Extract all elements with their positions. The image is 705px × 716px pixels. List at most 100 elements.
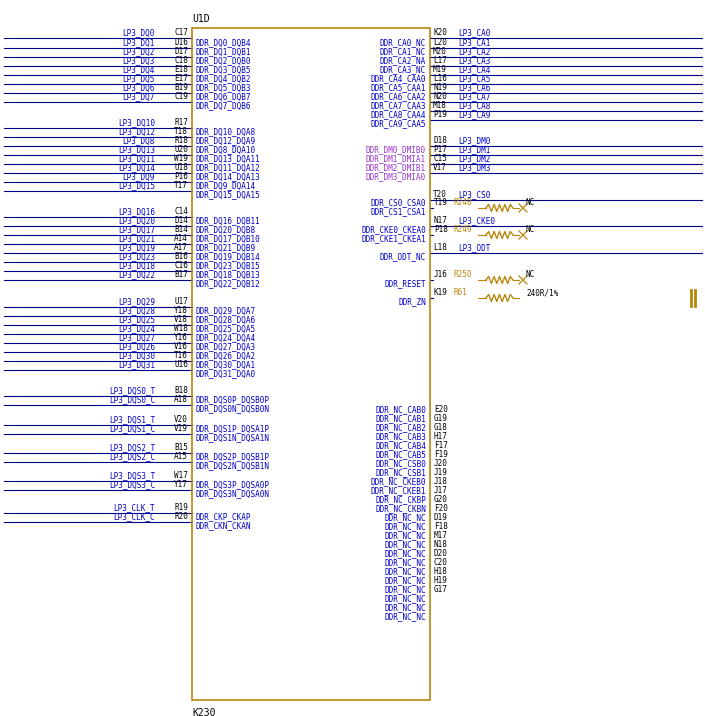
Text: LP3_CS0: LP3_CS0 <box>458 190 491 199</box>
Text: LP3_DQ3: LP3_DQ3 <box>123 56 155 65</box>
Text: C14: C14 <box>174 207 188 216</box>
Text: DDR_DQ24_DQA4: DDR_DQ24_DQA4 <box>196 333 256 342</box>
Text: T18: T18 <box>174 127 188 136</box>
Text: DDR_CKE0_CKEA0: DDR_CKE0_CKEA0 <box>361 225 426 234</box>
Text: DDR_NC_NC: DDR_NC_NC <box>384 540 426 549</box>
Text: DDR_NC_CAB3: DDR_NC_CAB3 <box>375 432 426 441</box>
Text: L16: L16 <box>433 74 447 83</box>
Text: L17: L17 <box>433 56 447 65</box>
Text: C20: C20 <box>434 558 448 567</box>
Text: DDR_DQ22_DQB12: DDR_DQ22_DQB12 <box>196 279 261 288</box>
Text: DDR_NC_CAB5: DDR_NC_CAB5 <box>375 450 426 459</box>
Text: DDR_DQ26_DQA2: DDR_DQ26_DQA2 <box>196 351 256 360</box>
Text: P18: P18 <box>434 225 448 234</box>
Text: L18: L18 <box>433 243 447 252</box>
Text: U18: U18 <box>174 163 188 172</box>
Text: LP3_CLK_C: LP3_CLK_C <box>114 512 155 521</box>
Text: LP3_DQS3_C: LP3_DQS3_C <box>109 480 155 489</box>
Text: H17: H17 <box>434 432 448 441</box>
Text: T16: T16 <box>174 351 188 360</box>
Text: K20: K20 <box>433 28 447 37</box>
Text: DDR_DQ27_DQA3: DDR_DQ27_DQA3 <box>196 342 256 351</box>
Text: NC: NC <box>526 270 535 279</box>
Text: V20: V20 <box>174 415 188 424</box>
Text: DDR_NC_NC: DDR_NC_NC <box>384 513 426 522</box>
Text: DDR_DQS2P_DQSB1P: DDR_DQS2P_DQSB1P <box>196 452 270 461</box>
Text: LP3_DQS0_T: LP3_DQS0_T <box>109 386 155 395</box>
Text: DDR_DQ28_DQA6: DDR_DQ28_DQA6 <box>196 315 256 324</box>
Text: D16: D16 <box>174 38 188 47</box>
Text: H18: H18 <box>434 567 448 576</box>
Text: DDR_DQ16_DQB11: DDR_DQ16_DQB11 <box>196 216 261 225</box>
Text: LP3_DM1: LP3_DM1 <box>458 145 491 154</box>
Text: C18: C18 <box>174 56 188 65</box>
Text: LP3_DQ9: LP3_DQ9 <box>123 172 155 181</box>
Text: C15: C15 <box>433 154 447 163</box>
Text: G20: G20 <box>434 495 448 504</box>
Text: V16: V16 <box>174 342 188 351</box>
Text: R19: R19 <box>174 503 188 512</box>
Text: Y18: Y18 <box>174 306 188 315</box>
Text: DDR_NC_NC: DDR_NC_NC <box>384 594 426 603</box>
Text: E17: E17 <box>174 74 188 83</box>
Text: LP3_DQ20: LP3_DQ20 <box>118 216 155 225</box>
Text: L20: L20 <box>433 38 447 47</box>
Text: D19: D19 <box>434 513 448 522</box>
Text: M18: M18 <box>433 101 447 110</box>
Text: DDR_NC_NC: DDR_NC_NC <box>384 531 426 540</box>
Text: C19: C19 <box>174 92 188 101</box>
Text: DDR_NC_CKBN: DDR_NC_CKBN <box>375 504 426 513</box>
Text: E18: E18 <box>174 65 188 74</box>
Text: R20: R20 <box>174 512 188 521</box>
Text: N20: N20 <box>433 92 447 101</box>
Text: G18: G18 <box>434 423 448 432</box>
Text: LP3_CA7: LP3_CA7 <box>458 92 491 101</box>
Text: LP3_DQ14: LP3_DQ14 <box>118 163 155 172</box>
Text: Y17: Y17 <box>174 480 188 489</box>
Text: DDR_DQS3P_DQSA0P: DDR_DQS3P_DQSA0P <box>196 480 270 489</box>
Text: DDR_DQ8_DQA10: DDR_DQ8_DQA10 <box>196 145 256 154</box>
Text: LP3_DQ0: LP3_DQ0 <box>123 28 155 37</box>
Text: LP3_DQ1: LP3_DQ1 <box>123 38 155 47</box>
Text: D18: D18 <box>433 136 447 145</box>
Text: F19: F19 <box>434 450 448 459</box>
Text: LP3_DQ8: LP3_DQ8 <box>123 136 155 145</box>
Text: R18: R18 <box>174 136 188 145</box>
Text: DDR_DQ25_DQA5: DDR_DQ25_DQA5 <box>196 324 256 333</box>
Text: R250: R250 <box>454 270 472 279</box>
Text: DDR_DQS0N_DQSB0N: DDR_DQS0N_DQSB0N <box>196 404 270 413</box>
Text: LP3_CA6: LP3_CA6 <box>458 83 491 92</box>
Text: DDR_DQ12_DQA9: DDR_DQ12_DQA9 <box>196 136 256 145</box>
Text: A14: A14 <box>174 234 188 243</box>
Text: LP3_CA4: LP3_CA4 <box>458 65 491 74</box>
Text: DDR_CA3_NC: DDR_CA3_NC <box>380 65 426 74</box>
Text: P16: P16 <box>174 172 188 181</box>
Text: DDR_DQ5_DQB3: DDR_DQ5_DQB3 <box>196 83 252 92</box>
Text: DDR_NC_NC: DDR_NC_NC <box>384 576 426 585</box>
Text: DDR_DQ0_DQB4: DDR_DQ0_DQB4 <box>196 38 252 47</box>
Text: DDR_CA9_CAA5: DDR_CA9_CAA5 <box>371 119 426 128</box>
Text: DDR_NC_CSB1: DDR_NC_CSB1 <box>375 468 426 477</box>
Text: W19: W19 <box>174 154 188 163</box>
Text: J20: J20 <box>434 459 448 468</box>
Text: B15: B15 <box>174 443 188 452</box>
Text: DDR_RESET: DDR_RESET <box>384 279 426 288</box>
Text: D20: D20 <box>434 549 448 558</box>
Text: N17: N17 <box>433 216 447 225</box>
Text: LP3_DQ17: LP3_DQ17 <box>118 225 155 234</box>
Text: E20: E20 <box>434 405 448 414</box>
Text: DDR_DM1_DMIA1: DDR_DM1_DMIA1 <box>366 154 426 163</box>
Text: LP3_CA5: LP3_CA5 <box>458 74 491 83</box>
Text: F17: F17 <box>434 441 448 450</box>
Text: LP3_DQ12: LP3_DQ12 <box>118 127 155 136</box>
Text: DDR_DQS2N_DQSB1N: DDR_DQS2N_DQSB1N <box>196 461 270 470</box>
Text: U20: U20 <box>174 145 188 154</box>
Text: LP3_DQ5: LP3_DQ5 <box>123 74 155 83</box>
Text: P19: P19 <box>433 110 447 119</box>
Text: DDR_DM0_DMIB0: DDR_DM0_DMIB0 <box>366 145 426 154</box>
Text: DDR_NC_CAB4: DDR_NC_CAB4 <box>375 441 426 450</box>
Text: DDR_DQS1N_DQSA1N: DDR_DQS1N_DQSA1N <box>196 433 270 442</box>
Text: LP3_DQS2_C: LP3_DQS2_C <box>109 452 155 461</box>
Text: DDR_NC_NC: DDR_NC_NC <box>384 612 426 621</box>
Text: R61: R61 <box>454 288 468 297</box>
